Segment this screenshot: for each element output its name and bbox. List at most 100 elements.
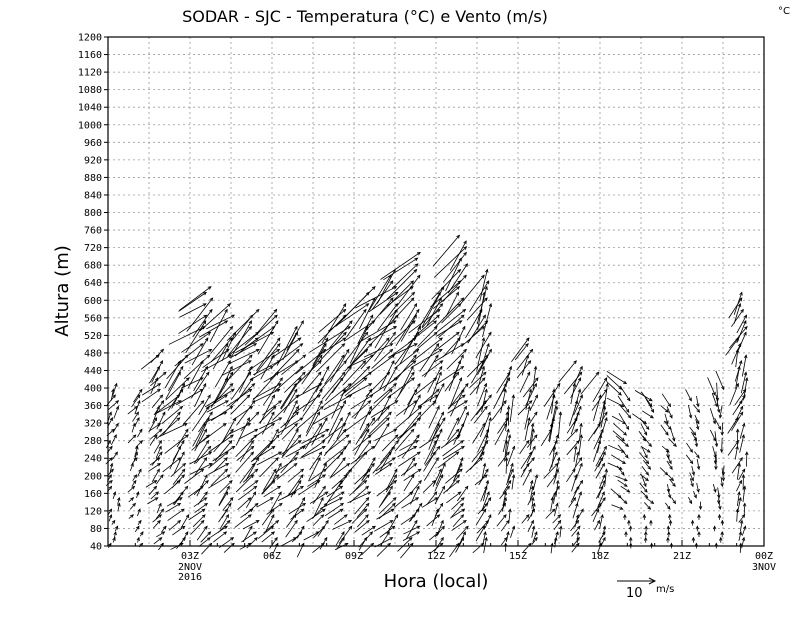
wind-arrow-head: [157, 423, 162, 427]
wind-arrow-head: [254, 537, 258, 541]
wind-arrow: [471, 446, 485, 463]
wind-arrow: [319, 537, 328, 550]
wind-arrow: [221, 417, 237, 444]
wind-arrow: [455, 525, 469, 540]
wind-arrow-head: [695, 426, 700, 431]
y-tick-label: 480: [84, 348, 102, 359]
wind-arrow-head: [390, 508, 395, 513]
wind-arrow: [739, 543, 742, 553]
wind-arrow-head: [526, 371, 531, 376]
wind-arrow: [446, 491, 462, 504]
wind-arrow: [476, 286, 488, 325]
wind-arrow-head: [485, 280, 490, 285]
wind-arrow-head: [579, 462, 583, 467]
wind-arrow-head: [202, 382, 207, 387]
wind-arrow-head: [602, 525, 607, 530]
wind-arrow: [329, 463, 350, 479]
wind-arrow: [197, 491, 208, 505]
wind-arrow: [184, 349, 212, 364]
wind-arrow: [349, 343, 373, 367]
wind-arrow-head: [485, 479, 490, 484]
wind-arrow: [408, 394, 421, 419]
wind-arrow-head: [138, 519, 142, 524]
wind-arrow: [527, 508, 535, 522]
wind-arrow: [274, 366, 304, 392]
wind-arrow-head: [222, 423, 227, 427]
wind-arrow-head: [411, 291, 416, 296]
wind-arrow: [394, 372, 415, 402]
wind-arrow-head: [391, 360, 395, 365]
wind-arrow-head: [274, 320, 279, 325]
wind-arrow: [265, 514, 275, 532]
wind-arrow: [527, 520, 534, 533]
wind-arrow-head: [485, 434, 489, 439]
wind-arrow: [290, 508, 304, 520]
wind-arrow: [667, 484, 670, 493]
wind-arrow: [405, 520, 418, 540]
wind-arrow: [529, 394, 538, 412]
wind-arrow-head: [153, 434, 158, 439]
corner-unit-label: °C: [778, 6, 790, 17]
wind-arrow: [663, 420, 672, 430]
wind-arrow-head: [691, 536, 696, 541]
wind-arrow-head: [688, 500, 693, 505]
wind-arrow-head: [297, 434, 302, 439]
wind-arrow-head: [458, 257, 462, 262]
wind-arrow-head: [481, 525, 486, 530]
wind-arrow: [398, 366, 414, 397]
wind-arrow-head: [227, 502, 232, 507]
wind-arrow-head: [131, 485, 136, 490]
wind-arrow: [502, 480, 512, 494]
wind-arrow-head: [224, 468, 229, 473]
wind-arrow: [357, 315, 374, 345]
wind-arrow-head: [743, 354, 748, 359]
wind-arrow: [573, 457, 583, 471]
wind-arrow: [338, 468, 352, 487]
wind-arrow-head: [136, 394, 141, 399]
wind-arrow: [257, 525, 274, 539]
wind-arrow-head: [255, 349, 260, 353]
wind-arrow-head: [506, 485, 511, 490]
wind-arrow: [350, 394, 373, 410]
wind-arrow-head: [230, 428, 234, 433]
wind-arrow: [593, 411, 608, 435]
wind-arrow: [171, 474, 185, 489]
wind-arrow-head: [295, 394, 300, 399]
wind-arrow-head: [115, 400, 120, 404]
wind-arrow: [242, 526, 253, 543]
wind-arrow-head: [735, 508, 740, 513]
wind-arrow-head: [276, 343, 281, 347]
wind-arrow-head: [527, 416, 531, 422]
wind-arrow: [632, 413, 647, 424]
wind-arrow: [476, 337, 485, 372]
wind-arrow: [666, 406, 673, 419]
wind-arrow: [736, 320, 747, 344]
wind-arrow: [376, 543, 391, 557]
wind-arrow-head: [690, 483, 694, 488]
wind-arrow-head: [572, 496, 577, 501]
wind-arrow: [281, 423, 298, 440]
wind-arrow: [167, 366, 184, 392]
wind-arrow: [610, 488, 622, 499]
wind-arrow-head: [225, 348, 230, 353]
wind-arrow: [354, 429, 370, 456]
wind-arrow-head: [223, 531, 228, 535]
grid: [108, 37, 764, 546]
wind-arrow-head: [714, 403, 718, 408]
wind-arrow-head: [648, 443, 652, 448]
wind-arrow-head: [579, 479, 584, 484]
wind-arrow-head: [413, 462, 418, 467]
wind-arrow-head: [575, 502, 579, 507]
wind-arrow: [619, 404, 632, 419]
wind-arrow-head: [667, 513, 672, 518]
wind-arrow: [571, 474, 577, 492]
wind-profile: [491, 365, 516, 552]
wind-arrow: [242, 520, 260, 530]
wind-arrow: [380, 440, 399, 464]
wind-arrow-head: [645, 477, 649, 482]
wind-arrow: [738, 469, 746, 481]
wind-arrow: [192, 514, 206, 528]
wind-arrow-head: [717, 408, 721, 414]
wind-arrow: [739, 423, 745, 439]
wind-arrow: [230, 383, 255, 407]
